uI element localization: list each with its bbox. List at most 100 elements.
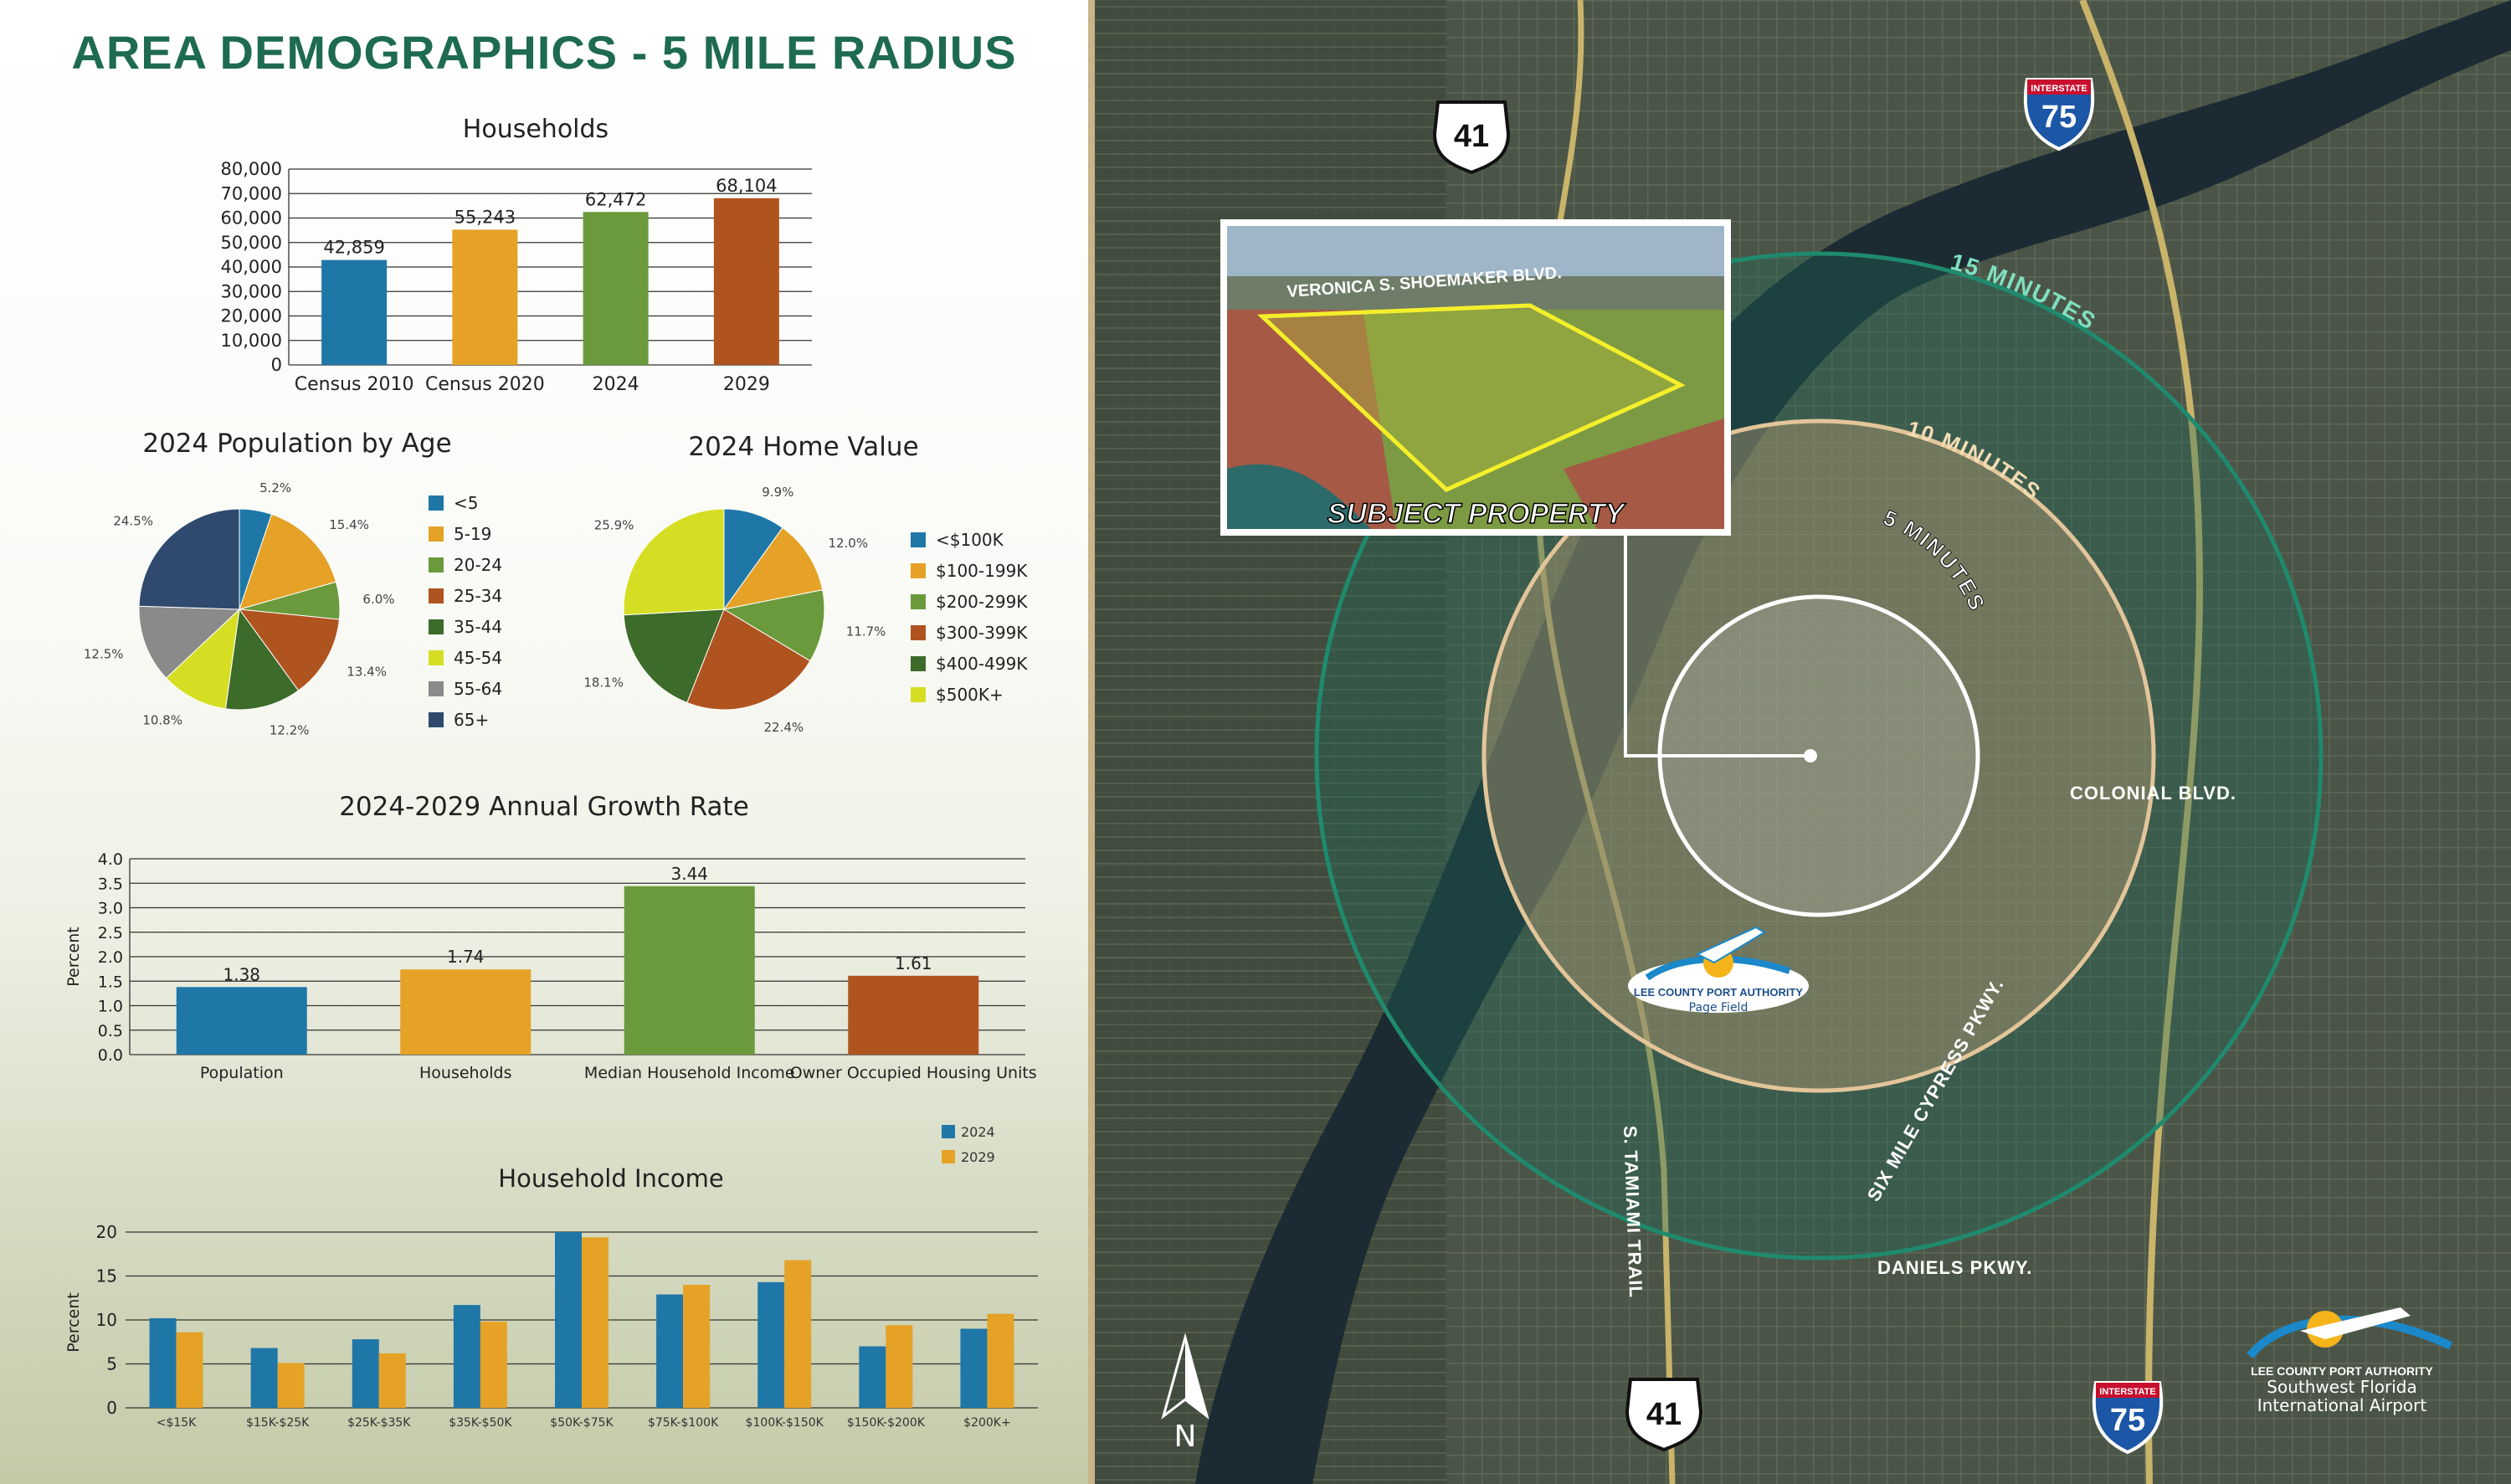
household-income-chart: Household Income 0 5 10 15 20 Percent <$15K $15K… (64, 1124, 1038, 1430)
slice-pct-label: 12.2% (270, 723, 310, 738)
legend-swatch (429, 496, 444, 511)
chart-title: 2024-2029 Annual Growth Rate (339, 792, 749, 822)
slice-pct-label: 15.4% (329, 517, 369, 532)
us-41-number-bottom: 41 (1646, 1397, 1682, 1432)
legend-swatch (942, 1125, 955, 1138)
panel-divider (1088, 0, 1095, 1484)
x-tick-label: Owner Occupied Housing Units (790, 1064, 1037, 1082)
bar (321, 259, 388, 365)
legend-swatch (429, 650, 444, 665)
y-tick-label: 10 (96, 1310, 117, 1330)
legend-label: 2029 (961, 1149, 995, 1165)
bar (656, 1294, 684, 1408)
households-chart: Households 0 10,000 20,000 30,000 40,000 50,00… (221, 115, 812, 395)
y-tick-label: 50,000 (221, 233, 282, 253)
ring-10-minutes (1481, 418, 2156, 1093)
legend-label: 25-34 (454, 586, 502, 606)
demographics-panel: AREA DEMOGRAPHICS - 5 MILE RADIUS Househ… (0, 0, 1088, 1484)
y-tick-label: 5 (106, 1354, 117, 1374)
y-tick-label: 1.0 (98, 998, 123, 1016)
y-tick-label: 60,000 (221, 208, 282, 229)
growth-rate-chart: 2024-2029 Annual Growth Rate 0.0 0.5 1.0 1.5… (64, 792, 1037, 1082)
pie-slice (723, 508, 783, 611)
subject-location-dot (1804, 749, 1817, 763)
colonial-road-label: COLONIAL BLVD. (2070, 783, 2236, 804)
y-tick-label: 1.5 (98, 973, 123, 991)
legend-label: 5-19 (454, 524, 491, 544)
page-title: AREA DEMOGRAPHICS - 5 MILE RADIUS (71, 26, 1017, 79)
data-label: 3.44 (670, 864, 708, 884)
y-tick-label: 30,000 (221, 281, 282, 301)
bar (277, 1363, 305, 1408)
y-tick-label: 4.0 (98, 850, 123, 869)
pie-slice (623, 508, 725, 616)
legend-label: <5 (454, 493, 478, 513)
legend-swatch (429, 681, 444, 696)
x-tick-label: $25K-$35K (347, 1416, 411, 1430)
bar (352, 1339, 379, 1408)
bar (859, 1346, 886, 1408)
chart-title: Households (463, 115, 608, 144)
slice-pct-label: 24.5% (113, 514, 153, 529)
legend-label: $400-499K (936, 654, 1028, 674)
rsw-airport-logo: LEE COUNTY PORT AUTHORITY Southwest Flor… (2247, 1307, 2453, 1415)
bar (400, 969, 531, 1055)
legend-label: <$100K (936, 530, 1004, 550)
y-tick-label: 10,000 (221, 331, 282, 351)
legend-label: $100-199K (936, 561, 1028, 581)
bar (176, 1332, 203, 1408)
y-tick-label: 0.0 (98, 1046, 123, 1065)
x-tick-label: Census 2010 (295, 374, 414, 395)
chart-title: 2024 Home Value (688, 432, 918, 462)
i-75-number-bottom: 75 (2110, 1403, 2145, 1438)
bar (960, 1328, 988, 1408)
legend-swatch (429, 526, 444, 542)
data-label: 55,243 (454, 207, 516, 227)
bar (624, 886, 755, 1055)
x-tick-label: 2024 (593, 374, 639, 395)
x-tick-label: Median Household Income (584, 1064, 795, 1082)
i-75-shield-top: INTERSTATE 75 (2023, 78, 2095, 151)
y-tick-label: 70,000 (221, 183, 282, 203)
x-tick-label: 2029 (723, 374, 770, 395)
daniels-road-label: DANIELS PKWY. (1877, 1257, 2032, 1278)
slice-pct-label: 13.4% (347, 665, 387, 680)
pie-slice (239, 513, 337, 610)
subject-property-label: SUBJECT PROPERTY (1327, 498, 1627, 530)
x-tick-label: $35K-$50K (449, 1416, 512, 1430)
data-label: 62,472 (585, 189, 646, 209)
north-arrow: N (1161, 1333, 1209, 1454)
y-tick-label: 2.5 (98, 924, 123, 942)
bar (452, 229, 518, 365)
x-tick-label: $200K+ (963, 1416, 1011, 1430)
legend-swatch (942, 1150, 955, 1163)
legend-label: $300-399K (936, 623, 1028, 643)
bar (453, 1305, 480, 1408)
us-41-shield-bottom: 41 (1625, 1378, 1703, 1452)
slice-pct-label: 9.9% (762, 485, 793, 500)
y-tick-label: 15 (96, 1266, 117, 1286)
interstate-text-bottom: INTERSTATE (2099, 1387, 2155, 1397)
population-by-age-chart: 2024 Population by Age 5.2% 15.4% 6.0% 13.4%… (84, 429, 502, 738)
data-label: 42,859 (323, 238, 384, 258)
bar (784, 1260, 812, 1408)
x-tick-label: $100K-$150K (746, 1416, 824, 1430)
data-label: 68,104 (716, 176, 777, 196)
slice-pct-label: 10.8% (142, 712, 182, 727)
legend-swatch (911, 656, 926, 671)
rsw-line1: LEE COUNTY PORT AUTHORITY (2251, 1364, 2433, 1378)
slice-pct-label: 18.1% (583, 675, 624, 691)
i-75-number-top: 75 (2041, 100, 2077, 135)
legend-swatch (429, 712, 444, 727)
legend-swatch (429, 619, 444, 634)
x-tick-label: $50K-$75K (550, 1416, 614, 1430)
bar (848, 975, 979, 1055)
y-tick-label: 20 (96, 1222, 117, 1242)
x-tick-label: $75K-$100K (648, 1416, 719, 1430)
slice-pct-label: 6.0% (362, 592, 394, 607)
legend-label: 2024 (961, 1124, 995, 1140)
y-axis-label: Percent (64, 927, 83, 987)
legend-swatch (911, 563, 926, 578)
pie-slice (238, 608, 340, 691)
y-tick-label: 3.5 (98, 875, 123, 893)
